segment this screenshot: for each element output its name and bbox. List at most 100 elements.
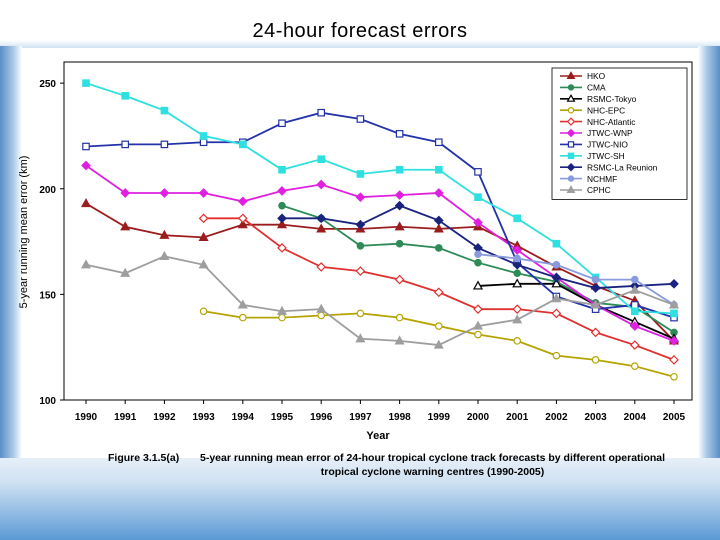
series-jtwc-wnp	[81, 160, 679, 346]
x-tick-label: 1999	[428, 412, 451, 423]
series-line-hko	[85, 202, 675, 342]
legend-item-cphc: CPHC	[560, 185, 611, 195]
data-point-jtwc-wnp	[237, 196, 248, 207]
data-point-cma	[513, 269, 522, 278]
data-point-jtwc-wnp	[473, 217, 483, 228]
data-point-jtwc-nio	[121, 140, 130, 149]
x-tick-label: 1990	[75, 412, 98, 423]
slide-footer-band	[0, 458, 720, 540]
series-line-jtwc-wnp	[85, 164, 675, 342]
series-nhc-epc	[199, 307, 678, 381]
data-point-jtwc-nio	[160, 140, 169, 149]
figure-caption-label: Figure 3.1.5(a)	[108, 452, 180, 464]
data-point-jtwc-wnp	[355, 192, 366, 203]
x-tick-label: 1993	[192, 412, 215, 423]
x-tick-label: 1991	[114, 412, 137, 423]
data-point-hko	[276, 219, 288, 229]
data-point-cma	[434, 244, 443, 252]
legend-swatch-marker	[566, 185, 576, 193]
legend-item-rsmc-la-reunion: RSMC-La Reunion	[560, 162, 658, 172]
data-point-jtwc-sh	[552, 239, 561, 248]
data-point-nhc-epc	[591, 356, 600, 364]
data-point-cma	[278, 201, 286, 210]
data-point-jtwc-sh	[160, 106, 169, 115]
data-point-cphc	[316, 303, 327, 313]
data-point-nhc-atlantic	[355, 266, 366, 276]
data-point-jtwc-nio	[278, 119, 286, 128]
data-point-jtwc-sh	[356, 170, 365, 178]
slide-header-shade	[0, 40, 720, 48]
data-point-jtwc-nio	[630, 301, 639, 309]
data-point-cma	[395, 239, 404, 248]
x-tick-label: 1996	[310, 412, 333, 423]
legend-item-nchmf: NCHMF	[560, 174, 617, 184]
data-point-cphc	[433, 339, 444, 349]
right-decorative-stripe	[698, 46, 720, 458]
data-point-jtwc-wnp	[433, 188, 444, 198]
x-tick-label: 2004	[624, 412, 647, 423]
data-point-rsmc-la-reunion	[394, 200, 405, 211]
data-point-jtwc-sh	[630, 307, 639, 316]
series-layer	[80, 79, 680, 381]
data-point-jtwc-sh	[513, 214, 522, 223]
data-point-jtwc-nio	[82, 142, 90, 151]
data-point-nchmf	[474, 250, 482, 259]
x-tick-label: 1997	[349, 412, 372, 423]
data-point-jtwc-wnp	[512, 245, 523, 255]
legend-label: NHC-Atlantic	[587, 117, 635, 127]
legend-label: CPHC	[587, 185, 611, 195]
legend-item-jtwc-nio: JTWC-NIO	[560, 140, 628, 150]
legend-swatch-marker	[567, 106, 575, 114]
data-point-nhc-epc	[434, 322, 443, 330]
legend-label: JTWC-WNP	[587, 128, 633, 138]
data-point-cphc	[512, 314, 523, 324]
legend-swatch-marker	[566, 128, 576, 138]
legend-swatch-marker	[566, 162, 576, 172]
x-tick-label: 2000	[467, 412, 490, 423]
legend-item-jtwc-sh: JTWC-SH	[560, 151, 625, 161]
data-point-hko	[316, 223, 327, 233]
data-point-nhc-atlantic	[551, 308, 562, 319]
data-point-jtwc-sh	[82, 79, 90, 87]
figure-caption-line-1: 5-year running mean error of 24-hour tro…	[200, 452, 666, 464]
data-point-nhc-atlantic	[277, 243, 287, 253]
data-point-rsmc-la-reunion	[551, 272, 562, 283]
data-point-jtwc-wnp	[198, 188, 209, 198]
legend: HKOCMARSMC-TokyoNHC-EPCNHC-AtlanticJTWC-…	[551, 67, 688, 200]
data-point-nhc-epc	[199, 307, 208, 316]
series-cphc	[80, 250, 680, 349]
x-tick-label: 2002	[545, 412, 568, 423]
data-point-jtwc-wnp	[159, 188, 170, 198]
x-tick-label: 1992	[153, 412, 176, 423]
data-point-cphc	[159, 250, 170, 260]
x-tick-label: 2003	[584, 412, 607, 423]
data-point-rsmc-la-reunion	[277, 213, 287, 224]
data-point-nhc-epc	[552, 351, 561, 360]
data-point-cma	[474, 258, 482, 267]
slide-header-band	[0, 0, 720, 46]
legend-item-nhc-epc: NHC-EPC	[560, 105, 625, 115]
data-point-jtwc-sh	[121, 91, 130, 100]
data-point-hko	[159, 229, 170, 239]
data-point-jtwc-wnp	[394, 190, 405, 200]
legend-item-cma: CMA	[560, 83, 606, 93]
legend-label: CMA	[587, 83, 606, 93]
legend-item-hko: HKO	[560, 71, 606, 81]
data-point-hko	[237, 219, 248, 229]
data-point-jtwc-sh	[435, 165, 443, 174]
data-point-cphc	[629, 284, 640, 294]
data-point-cphc	[394, 335, 405, 345]
x-tick-label: 1995	[271, 412, 294, 423]
x-tick-label: 1994	[232, 412, 255, 423]
figure-caption-line-2: tropical cyclone warning centres (1990-2…	[320, 466, 545, 478]
axes-layer: 100 150 200 250 1990 1991 1992 1993 1994 1995 1996…	[39, 79, 685, 423]
data-point-jtwc-sh	[199, 132, 208, 140]
data-point-rsmc-tokyo	[512, 278, 523, 288]
data-point-nhc-epc	[278, 313, 286, 322]
series-line-nchmf	[477, 253, 675, 306]
data-point-nhc-epc	[395, 313, 404, 322]
legend-item-jtwc-wnp: JTWC-WNP	[560, 128, 633, 138]
legend-swatch-marker	[566, 93, 576, 102]
data-point-nhc-atlantic	[669, 355, 679, 365]
y-tick-label: 100	[39, 396, 56, 407]
